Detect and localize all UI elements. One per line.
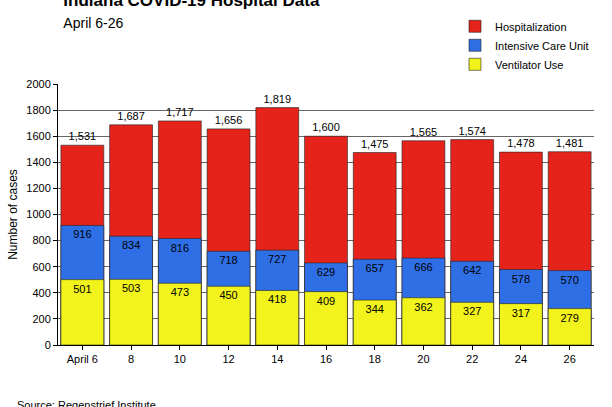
svg-text:344: 344 (366, 303, 384, 315)
svg-text:Hospitalization: Hospitalization (495, 21, 567, 33)
svg-text:1,600: 1,600 (312, 121, 340, 133)
svg-text:1,531: 1,531 (69, 130, 97, 142)
svg-text:26: 26 (564, 353, 576, 365)
svg-text:1,475: 1,475 (361, 138, 389, 150)
svg-text:570: 570 (560, 274, 578, 286)
svg-text:16: 16 (320, 353, 332, 365)
svg-text:503: 503 (122, 282, 140, 294)
svg-text:362: 362 (414, 301, 432, 313)
svg-text:14: 14 (271, 353, 283, 365)
svg-text:Source: Regenstrief Institute: Source: Regenstrief Institute (17, 399, 156, 407)
svg-text:600: 600 (32, 261, 50, 273)
svg-text:642: 642 (463, 264, 481, 276)
svg-text:1600: 1600 (26, 130, 50, 142)
svg-text:718: 718 (219, 254, 237, 266)
svg-text:317: 317 (512, 307, 530, 319)
svg-text:501: 501 (73, 283, 91, 295)
svg-text:200: 200 (32, 313, 50, 325)
svg-text:1800: 1800 (26, 104, 50, 116)
svg-text:1,656: 1,656 (215, 114, 243, 126)
svg-text:0: 0 (45, 339, 51, 351)
svg-text:400: 400 (32, 287, 50, 299)
svg-text:418: 418 (268, 293, 286, 305)
svg-text:1400: 1400 (26, 156, 50, 168)
svg-text:20: 20 (417, 353, 429, 365)
svg-text:April 6: April 6 (67, 353, 98, 365)
svg-text:Intensive Care Unit: Intensive Care Unit (495, 40, 589, 52)
svg-text:279: 279 (560, 312, 578, 324)
svg-text:327: 327 (463, 305, 481, 317)
svg-text:657: 657 (366, 262, 384, 274)
svg-text:1,565: 1,565 (410, 126, 438, 138)
svg-text:727: 727 (268, 253, 286, 265)
svg-text:578: 578 (512, 273, 530, 285)
svg-text:1,478: 1,478 (507, 137, 535, 149)
svg-text:10: 10 (174, 353, 186, 365)
svg-text:816: 816 (171, 242, 189, 254)
svg-text:1200: 1200 (26, 182, 50, 194)
svg-text:1,717: 1,717 (166, 106, 194, 118)
svg-text:1,574: 1,574 (458, 125, 486, 137)
svg-text:2000: 2000 (26, 78, 50, 90)
svg-text:916: 916 (73, 228, 91, 240)
svg-text:629: 629 (317, 266, 335, 278)
svg-text:409: 409 (317, 295, 335, 307)
svg-text:8: 8 (128, 353, 134, 365)
svg-text:24: 24 (515, 353, 527, 365)
svg-text:22: 22 (466, 353, 478, 365)
svg-text:12: 12 (222, 353, 234, 365)
svg-text:Indiana COVID-19 Hospital Data: Indiana COVID-19 Hospital DataApril 6-26 (63, 0, 320, 31)
svg-text:800: 800 (32, 234, 50, 246)
svg-text:450: 450 (219, 289, 237, 301)
svg-text:1000: 1000 (26, 208, 50, 220)
svg-text:Ventilator Use: Ventilator Use (495, 59, 563, 71)
svg-text:1,481: 1,481 (556, 137, 584, 149)
svg-text:666: 666 (414, 261, 432, 273)
svg-text:1,819: 1,819 (264, 93, 292, 105)
svg-text:834: 834 (122, 239, 140, 251)
svg-text:Number of cases: Number of cases (6, 169, 20, 260)
svg-text:18: 18 (369, 353, 381, 365)
svg-text:1,687: 1,687 (117, 110, 145, 122)
svg-text:473: 473 (171, 286, 189, 298)
